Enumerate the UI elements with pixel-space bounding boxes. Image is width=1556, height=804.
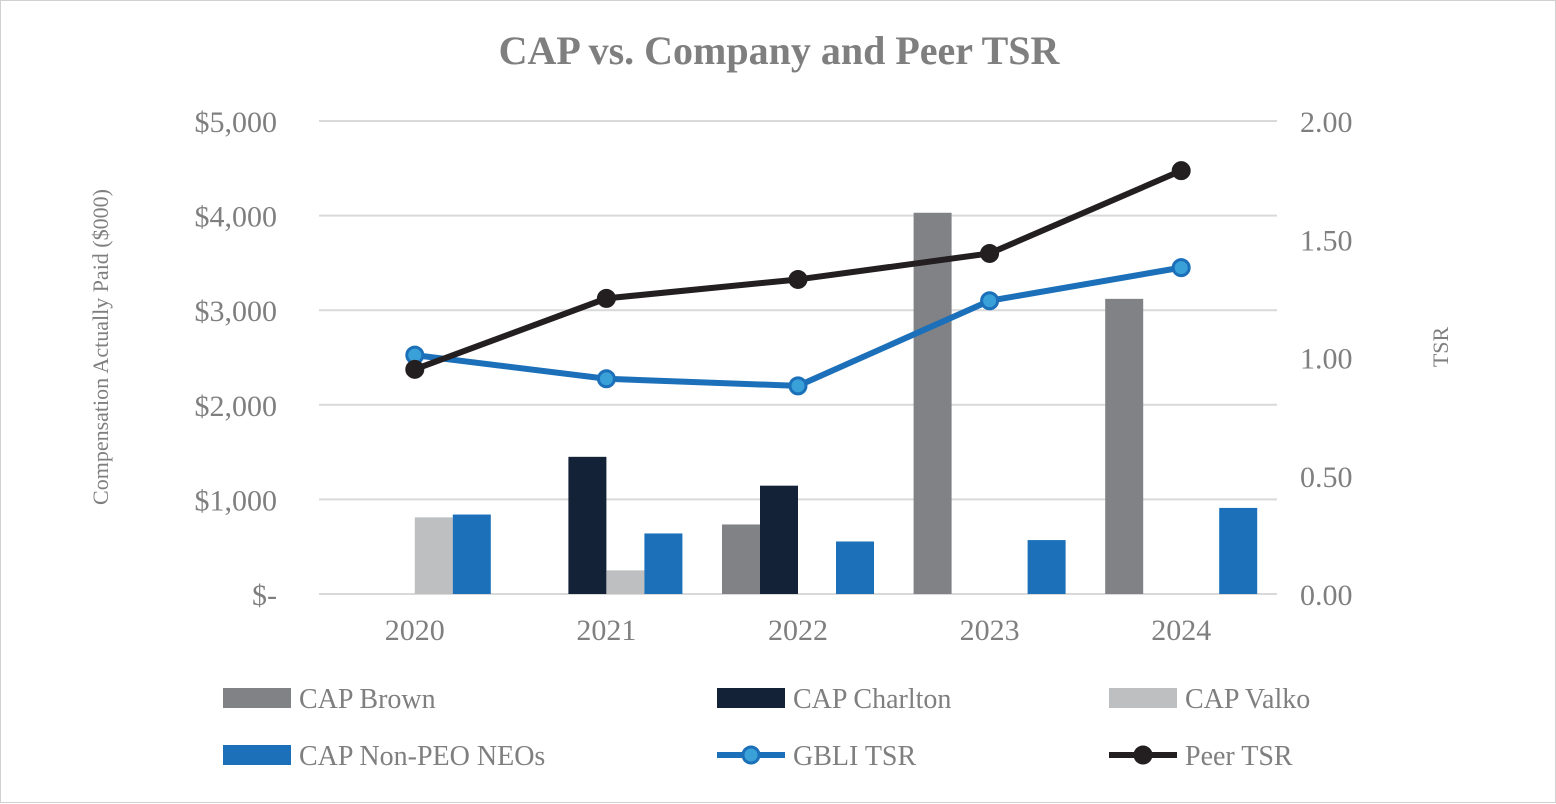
legend-swatch	[717, 688, 785, 708]
legend-label: Peer TSR	[1185, 741, 1293, 772]
y-tick-label: $3,000	[195, 295, 278, 328]
legend-label: GBLI TSR	[793, 741, 916, 772]
x-tick-label: 2024	[1151, 614, 1211, 647]
y-axis-label: Compensation Actually Paid ($000)	[88, 189, 113, 505]
bar	[644, 533, 683, 594]
bar	[1027, 540, 1066, 594]
bar	[1219, 507, 1258, 594]
y2-tick-label: 1.00	[1300, 343, 1353, 376]
y2-tick-label: 1.50	[1300, 224, 1353, 257]
y-tick-label: $5,000	[195, 106, 278, 139]
x-tick-label: 2022	[768, 614, 828, 647]
line-point	[405, 359, 425, 379]
bars	[414, 212, 1258, 594]
legend-label: CAP Non-PEO NEOs	[299, 741, 545, 772]
x-tick-label: 2020	[385, 614, 445, 647]
y2-tick-label: 0.00	[1300, 579, 1353, 612]
bar	[722, 524, 760, 594]
y2-tick-label: 0.50	[1300, 461, 1353, 494]
line-point	[1171, 161, 1191, 181]
legend-label: CAP Valko	[1185, 684, 1310, 715]
bar	[836, 541, 874, 594]
y-axis-left: $- $1,000 $2,000 $3,000 $4,000 $5,000	[195, 106, 278, 612]
line-point	[788, 376, 808, 396]
y-tick-label: $4,000	[195, 201, 278, 234]
bar	[452, 514, 491, 594]
line-point	[980, 291, 1000, 311]
legend-marker	[1133, 745, 1153, 765]
y-tick-label: $-	[252, 579, 277, 612]
y-axis-right: 0.00 0.50 1.00 1.50 2.00	[1300, 106, 1353, 612]
chart-title: CAP vs. Company and Peer TSR	[499, 28, 1061, 73]
y2-tick-label: 2.00	[1300, 106, 1353, 139]
legend-label: CAP Charlton	[793, 684, 951, 715]
x-tick-label: 2023	[960, 614, 1020, 647]
legend: CAP Brown CAP Charlton CAP Valko CAP Non-PE…	[223, 684, 1310, 772]
line-point	[788, 269, 808, 289]
legend-label: CAP Brown	[299, 684, 436, 715]
y-tick-label: $2,000	[195, 390, 278, 423]
line-point	[596, 288, 616, 308]
legend-marker	[741, 745, 761, 765]
legend-swatch	[223, 745, 291, 765]
line-point	[1171, 258, 1191, 278]
bar	[414, 517, 453, 594]
bar	[1105, 298, 1144, 594]
bar	[913, 212, 952, 594]
legend-swatch	[1109, 688, 1177, 708]
tsr-lines	[405, 161, 1191, 396]
bar	[606, 570, 645, 594]
bar	[568, 456, 607, 594]
x-axis: 2020 2021 2022 2023 2024	[385, 614, 1211, 647]
x-tick-label: 2021	[576, 614, 636, 647]
legend-swatch	[223, 688, 291, 708]
line-point	[980, 243, 1000, 263]
y2-axis-label: TSR	[1428, 327, 1453, 368]
line-point	[596, 369, 616, 389]
bar	[760, 485, 798, 594]
y-tick-label: $1,000	[195, 484, 278, 517]
